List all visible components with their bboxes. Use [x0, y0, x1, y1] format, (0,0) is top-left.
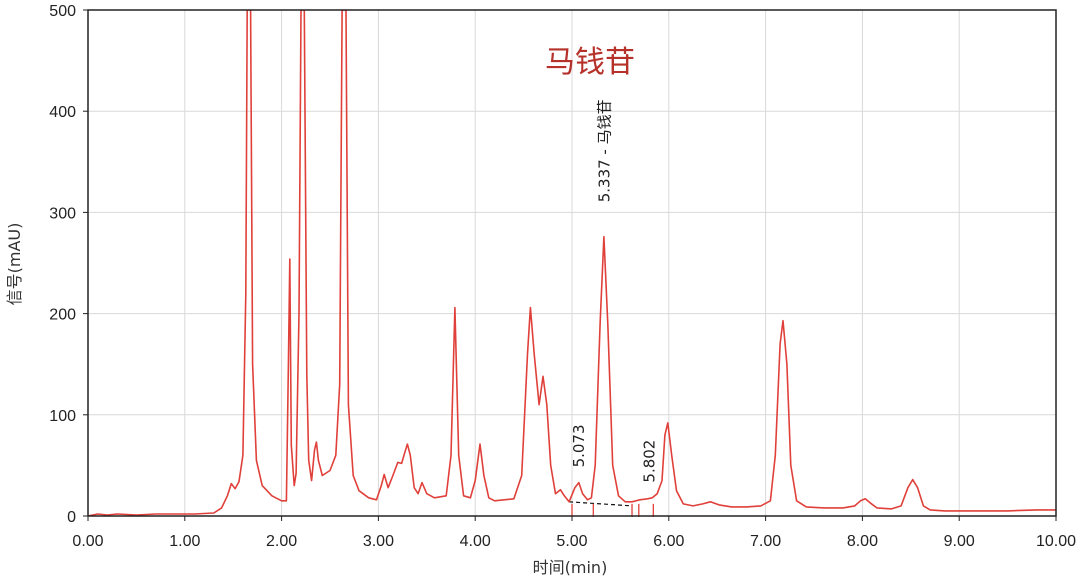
peak-label: 5.802 — [641, 440, 659, 483]
x-tick-label: 5.00 — [556, 533, 587, 550]
peak-label: 5.073 — [570, 424, 588, 467]
x-tick-label: 0.00 — [72, 533, 103, 550]
x-tick-label: 4.00 — [460, 533, 491, 550]
integration-baseline — [569, 501, 633, 507]
y-tick-label: 300 — [49, 205, 76, 222]
signal-trace — [88, 10, 1056, 516]
x-tick-label: 10.00 — [1036, 533, 1076, 550]
x-tick-label: 1.00 — [169, 533, 200, 550]
y-axis-ticks: 0 100 200 300 400 500 — [49, 3, 88, 526]
x-tick-label: 6.00 — [653, 533, 684, 550]
x-axis-title: 时间(min) — [533, 558, 608, 577]
x-tick-label: 8.00 — [847, 533, 878, 550]
chart-title: 马钱苷 — [545, 45, 635, 80]
x-tick-label: 7.00 — [750, 533, 781, 550]
y-tick-label: 100 — [49, 408, 76, 425]
y-axis-title: 信号(mAU) — [5, 223, 24, 306]
x-tick-label: 9.00 — [944, 533, 975, 550]
x-tick-label: 2.00 — [266, 533, 297, 550]
y-tick-label: 200 — [49, 307, 76, 324]
integration-baseline-layer — [569, 501, 654, 518]
y-tick-label: 500 — [49, 3, 76, 20]
annotation-layer: 5.337 - 马钱苷 5.073 5.802 — [570, 99, 659, 482]
x-tick-label: 3.00 — [363, 533, 394, 550]
x-axis-ticks: 0.00 1.00 2.00 3.00 4.00 5.00 6.00 7.00 8.00 9.00… — [72, 516, 1076, 550]
peak-label: 5.337 - 马钱苷 — [596, 99, 614, 202]
y-tick-label: 0 — [67, 509, 76, 526]
series-layer — [88, 10, 1056, 516]
y-tick-label: 400 — [49, 104, 76, 121]
